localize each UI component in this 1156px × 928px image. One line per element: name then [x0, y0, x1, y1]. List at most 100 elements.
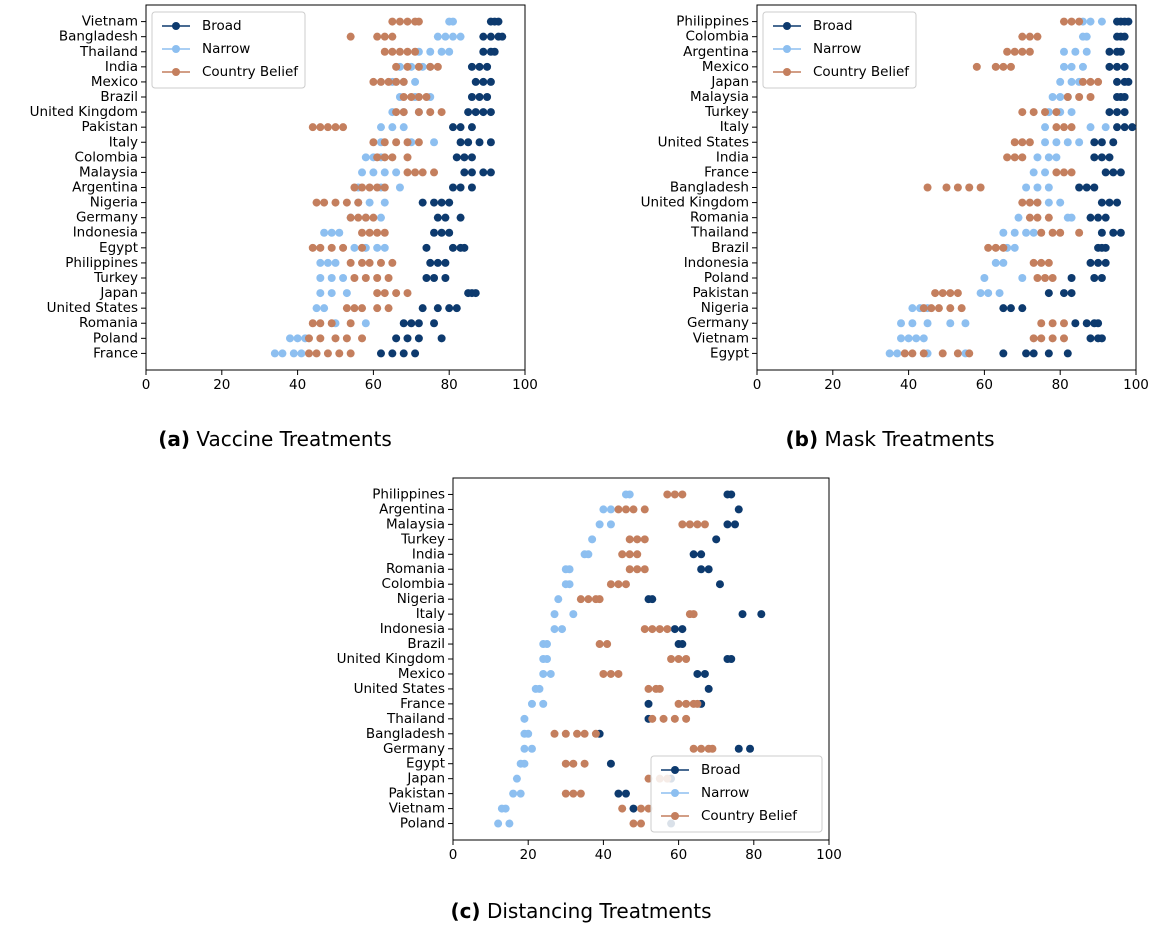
point: [554, 595, 563, 604]
point: [678, 490, 687, 499]
y-tick-label: Indonesia: [380, 621, 445, 637]
y-tick-label: Egypt: [710, 345, 749, 361]
point: [486, 108, 495, 117]
y-tick-label: Brazil: [711, 240, 749, 256]
point: [546, 669, 555, 678]
point: [603, 640, 612, 649]
point: [1010, 228, 1019, 237]
point: [1067, 77, 1076, 86]
point: [550, 610, 559, 619]
point: [1097, 228, 1106, 237]
point: [399, 108, 408, 117]
point: [678, 640, 687, 649]
point: [599, 669, 608, 678]
point: [286, 334, 295, 343]
point: [483, 93, 492, 102]
point: [1086, 334, 1095, 343]
point: [1018, 108, 1027, 117]
point: [1048, 334, 1057, 343]
point: [625, 535, 634, 544]
point: [1128, 123, 1137, 132]
y-tick-label: Mexico: [702, 59, 749, 75]
point: [1044, 213, 1053, 222]
point: [1059, 168, 1068, 177]
point: [980, 273, 989, 282]
point: [316, 334, 325, 343]
point: [331, 258, 340, 267]
point: [479, 47, 488, 56]
point: [467, 93, 476, 102]
point: [414, 334, 423, 343]
point: [342, 289, 351, 298]
point: [1044, 153, 1053, 162]
y-tick-label: India: [105, 59, 138, 75]
point: [727, 490, 736, 499]
y-tick-label: Pakistan: [388, 786, 445, 802]
point: [648, 625, 657, 634]
point: [437, 334, 446, 343]
point: [1018, 304, 1027, 313]
point: [516, 789, 525, 798]
point: [1029, 258, 1038, 267]
point: [399, 123, 408, 132]
point: [433, 32, 442, 41]
point: [734, 505, 743, 514]
point: [373, 304, 382, 313]
point: [320, 228, 329, 237]
y-tick-label: Colombia: [686, 29, 749, 45]
point: [1101, 243, 1110, 252]
point: [625, 490, 634, 499]
point: [1113, 123, 1122, 132]
y-tick-label: Philippines: [676, 14, 749, 30]
point: [1105, 153, 1114, 162]
point: [1094, 258, 1103, 267]
point: [1041, 273, 1050, 282]
point: [392, 168, 401, 177]
y-tick-label: Romania: [386, 561, 445, 577]
point: [618, 804, 627, 813]
point: [1044, 289, 1053, 298]
point: [1086, 258, 1095, 267]
x-tick-label: 60: [365, 377, 382, 393]
point: [1059, 62, 1068, 71]
point: [1041, 168, 1050, 177]
y-tick-label: Poland: [704, 270, 749, 286]
point: [448, 32, 457, 41]
point: [1048, 273, 1057, 282]
point: [904, 334, 913, 343]
point: [456, 213, 465, 222]
point: [365, 183, 374, 192]
point: [365, 198, 374, 207]
y-tick-label: Nigeria: [397, 591, 445, 607]
point: [342, 198, 351, 207]
point: [407, 319, 416, 328]
point: [991, 243, 1000, 252]
point: [471, 289, 480, 298]
point: [953, 349, 962, 358]
point: [1037, 258, 1046, 267]
x-tick-label: 40: [595, 847, 612, 863]
point: [395, 47, 404, 56]
point: [1010, 138, 1019, 147]
y-tick-label: United States: [47, 300, 138, 316]
point: [938, 349, 947, 358]
point: [361, 153, 370, 162]
point: [384, 273, 393, 282]
point: [388, 32, 397, 41]
point: [1124, 77, 1133, 86]
point: [486, 138, 495, 147]
point: [433, 304, 442, 313]
point: [471, 108, 480, 117]
point: [614, 580, 623, 589]
point: [976, 183, 985, 192]
caption-text: Distancing Treatments: [487, 899, 712, 923]
caption: (a) Vaccine Treatments: [158, 427, 392, 451]
point: [1109, 168, 1118, 177]
point: [961, 319, 970, 328]
point: [376, 258, 385, 267]
point: [392, 289, 401, 298]
point: [278, 349, 287, 358]
point: [640, 565, 649, 574]
point: [395, 183, 404, 192]
point: [308, 123, 317, 132]
